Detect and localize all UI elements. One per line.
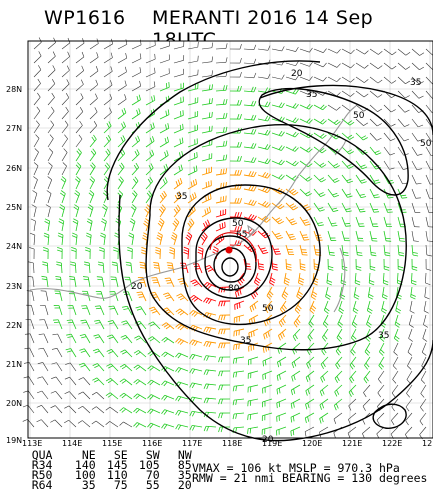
rmw-label: RMW = — [192, 471, 227, 485]
row-label: R64 — [32, 480, 64, 490]
contour-label: 50 — [420, 139, 432, 149]
latitude-label: 25N — [6, 203, 22, 212]
contour-label: 35 — [240, 336, 251, 346]
latitude-label: 21N — [6, 360, 22, 369]
rmw-bearing-line: RMW = 21 nmi BEARING = 130 degrees — [192, 473, 427, 483]
bearing-value: 130 degrees — [351, 471, 427, 485]
contour-label: 35 — [410, 78, 421, 88]
latitude-label: 23N — [6, 282, 22, 291]
latitude-label: 28N — [6, 85, 22, 94]
bearing-label: BEARING = — [282, 471, 344, 485]
cell: 35 — [64, 480, 96, 490]
latitude-label: 27N — [6, 124, 22, 133]
contour-label: 20 — [291, 69, 303, 79]
contour-label: 35 — [306, 90, 317, 100]
rmw-value: 21 nmi — [234, 471, 276, 485]
latitude-label: 22N — [6, 321, 22, 330]
contour-label: 65 — [236, 230, 247, 240]
contour-label: 80 — [228, 284, 240, 294]
cell: 20 — [160, 480, 192, 490]
latitude-label: 20N — [6, 399, 22, 408]
contour-label: 50 — [232, 219, 244, 229]
storm-center-marker — [226, 247, 233, 254]
contour-label: 50 — [262, 304, 274, 314]
contour-label: 35 — [378, 331, 389, 341]
contour-label: 35 — [176, 192, 187, 202]
latitude-label: 26N — [6, 164, 22, 173]
latitude-label: 24N — [6, 242, 22, 251]
contour-label: 20 — [131, 282, 143, 292]
cell: 75 — [96, 480, 128, 490]
contour-label: 50 — [353, 111, 365, 121]
cell: 55 — [128, 480, 160, 490]
